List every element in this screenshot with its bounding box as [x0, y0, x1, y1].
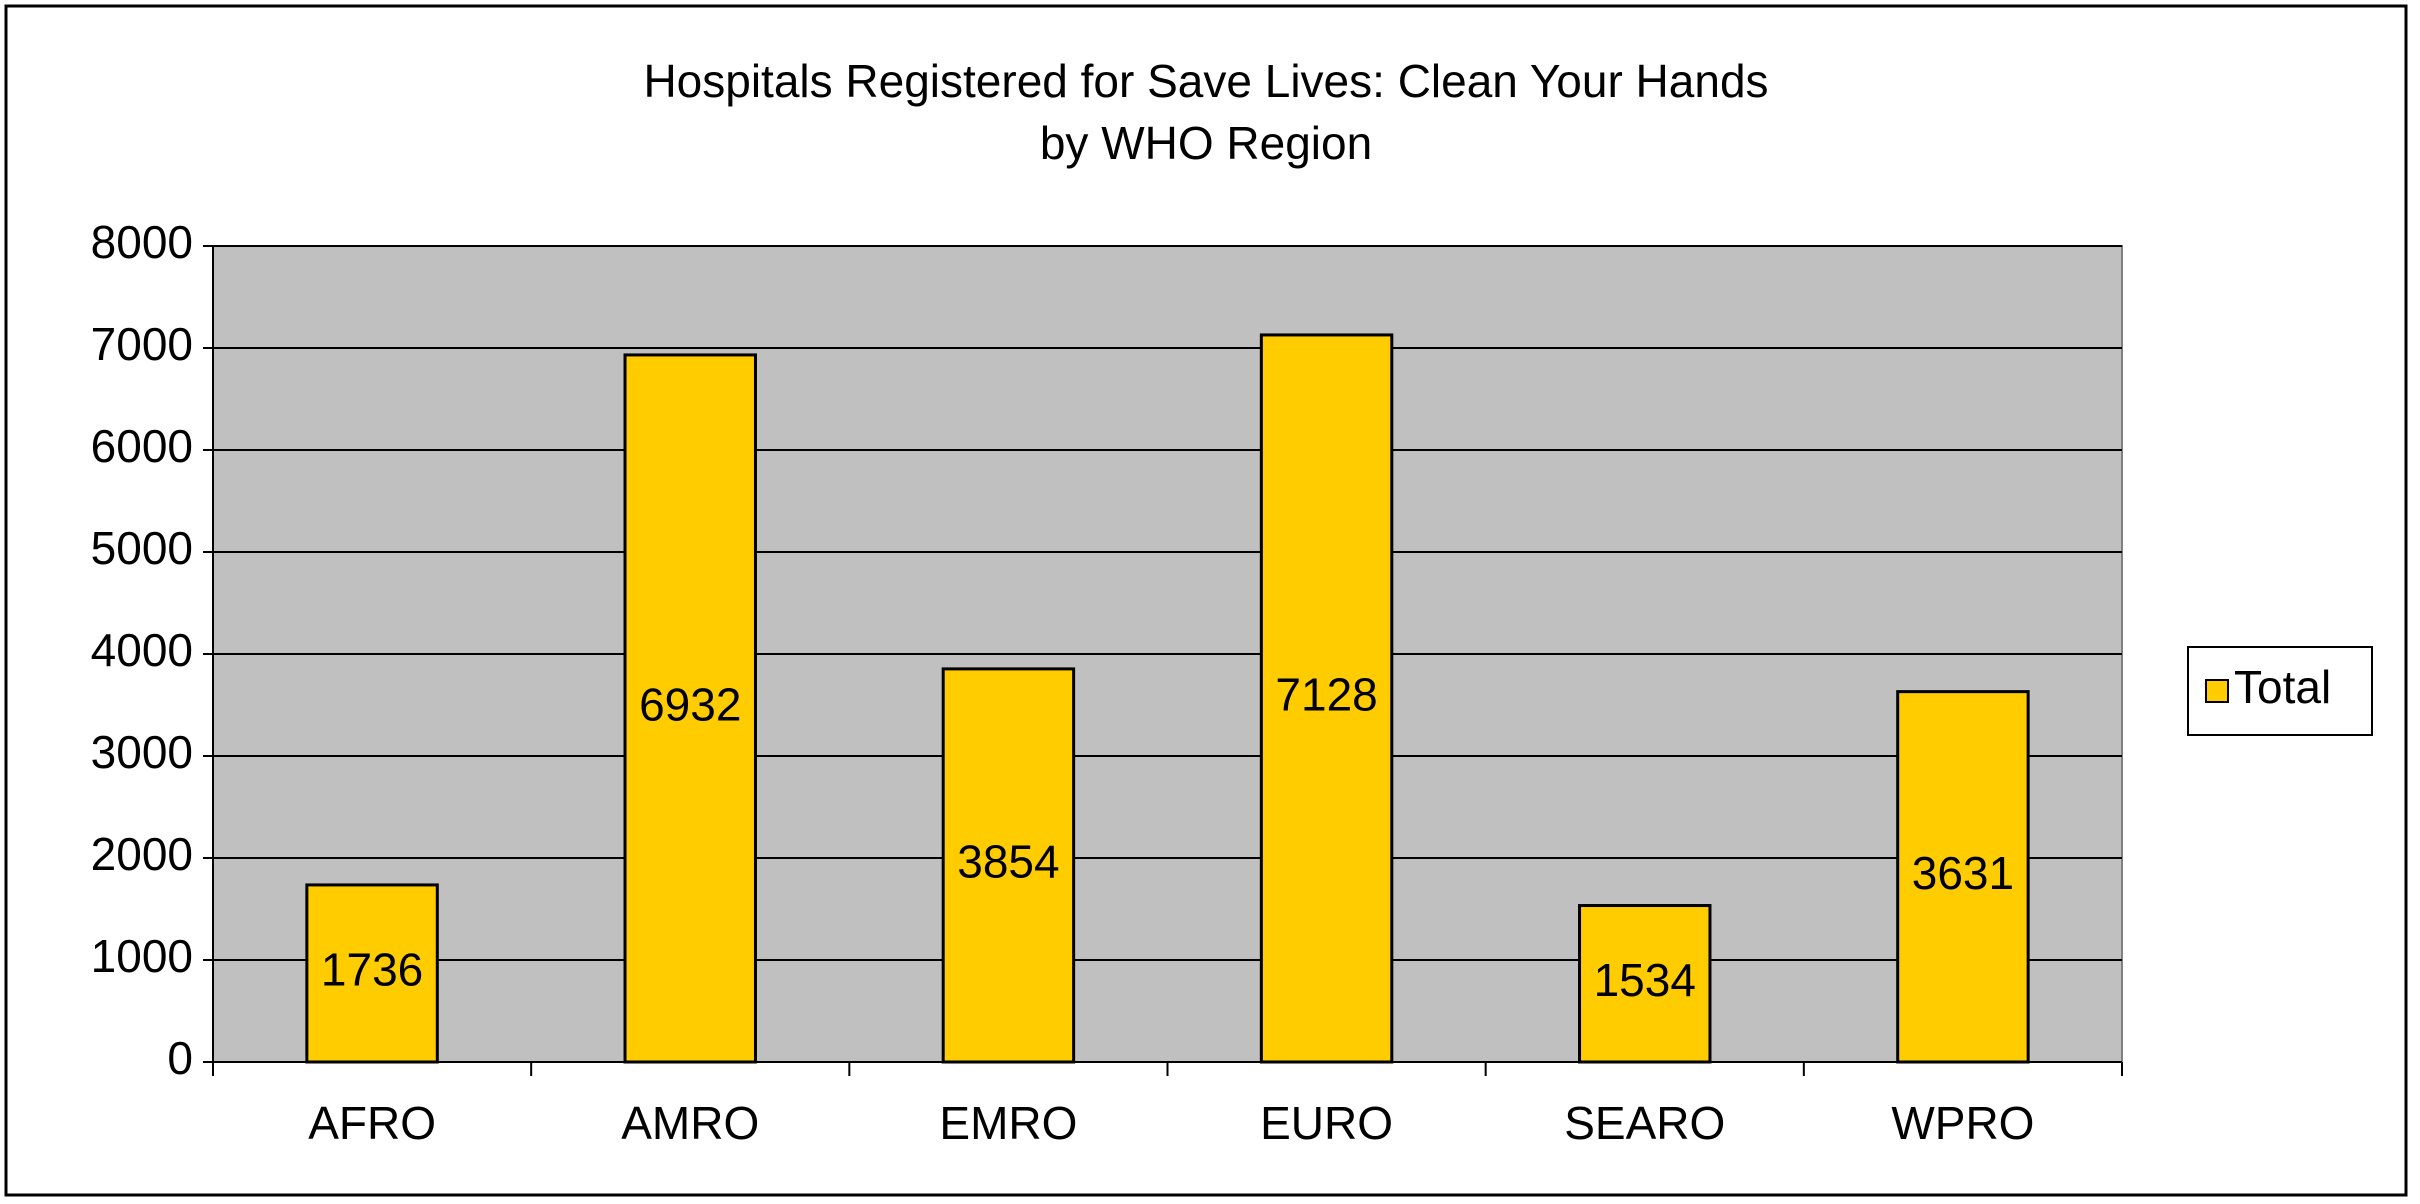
- data-label: 1534: [1594, 954, 1696, 1006]
- bar: [1578, 904, 1712, 1064]
- chart-subtitle: by WHO Region: [1040, 117, 1372, 169]
- x-tick-label: WPRO: [1891, 1097, 2034, 1149]
- y-tick-label: 6000: [91, 420, 193, 472]
- bar: [305, 883, 439, 1064]
- data-label: 6932: [639, 679, 741, 731]
- y-tick-label: 5000: [91, 522, 193, 574]
- bar: [941, 667, 1076, 1064]
- data-label: 3631: [1912, 847, 2014, 899]
- x-tick-label: AFRO: [308, 1097, 436, 1149]
- x-tick-label: AMRO: [621, 1097, 759, 1149]
- x-tick-label: EMRO: [939, 1097, 1077, 1149]
- y-tick-label: 1000: [91, 930, 193, 982]
- y-tick-label: 3000: [91, 726, 193, 778]
- y-tick-label: 8000: [91, 216, 193, 268]
- x-tick-label: SEARO: [1564, 1097, 1725, 1149]
- data-label: 3854: [957, 836, 1059, 888]
- bar: [1896, 690, 2030, 1064]
- data-label: 1736: [321, 944, 423, 996]
- legend-box: [2187, 646, 2373, 736]
- y-tick-label: 0: [167, 1032, 193, 1084]
- chart-title: Hospitals Registered for Save Lives: Cle…: [643, 55, 1768, 107]
- y-tick-label: 7000: [91, 318, 193, 370]
- data-label: 7128: [1275, 669, 1377, 721]
- legend-swatch: [2205, 679, 2229, 703]
- bar: [1259, 333, 1394, 1064]
- y-tick-label: 2000: [91, 828, 193, 880]
- legend-label: Total: [2234, 661, 2331, 713]
- x-tick-label: EURO: [1260, 1097, 1393, 1149]
- y-tick-label: 4000: [91, 624, 193, 676]
- bar: [623, 353, 757, 1064]
